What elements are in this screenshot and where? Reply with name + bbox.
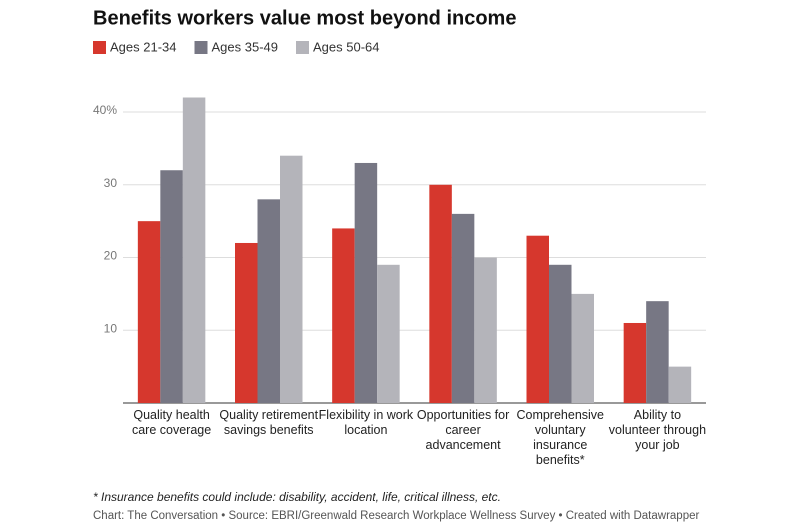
x-tick-label: Ability to volunteer through your job xyxy=(608,408,707,452)
x-tick-label: Quality health care coverage xyxy=(131,408,212,437)
x-tick-label: Opportunities for career advancement xyxy=(416,408,510,452)
bar xyxy=(137,221,161,403)
bar xyxy=(429,184,452,403)
bar xyxy=(235,242,258,403)
y-tick-label: 40% xyxy=(93,103,117,117)
y-tick-label: 20 xyxy=(104,249,118,263)
bar xyxy=(377,264,400,403)
footnote: * Insurance benefits could include: disa… xyxy=(93,490,501,504)
bar xyxy=(571,293,594,403)
bar xyxy=(354,162,378,403)
bar xyxy=(332,228,355,403)
bar xyxy=(646,301,669,403)
bar xyxy=(549,264,572,403)
legend-swatch xyxy=(194,41,208,54)
bar xyxy=(474,257,497,403)
x-tick-label: Quality retirement savings benefits xyxy=(219,408,319,437)
bar xyxy=(526,235,549,403)
x-tick-label: Comprehensive voluntary insurance benefi… xyxy=(516,408,605,467)
bar xyxy=(182,97,206,403)
legend-label: Ages 35-49 xyxy=(212,39,279,54)
y-tick-label: 10 xyxy=(104,321,118,335)
source: Chart: The Conversation • Source: EBRI/G… xyxy=(93,510,700,522)
y-tick-label: 30 xyxy=(104,176,118,190)
x-tick-label: Flexibility in work location xyxy=(318,408,414,437)
legend-swatch xyxy=(93,41,106,54)
legend-label: Ages 50-64 xyxy=(313,39,380,54)
bar xyxy=(280,155,303,403)
chart-title: Benefits workers value most beyond incom… xyxy=(93,7,516,29)
legend-swatch xyxy=(296,41,309,54)
bar xyxy=(257,199,280,403)
bar xyxy=(451,213,475,403)
bar xyxy=(668,366,692,403)
bar xyxy=(623,322,647,403)
bar xyxy=(160,170,183,403)
legend-label: Ages 21-34 xyxy=(110,39,177,54)
